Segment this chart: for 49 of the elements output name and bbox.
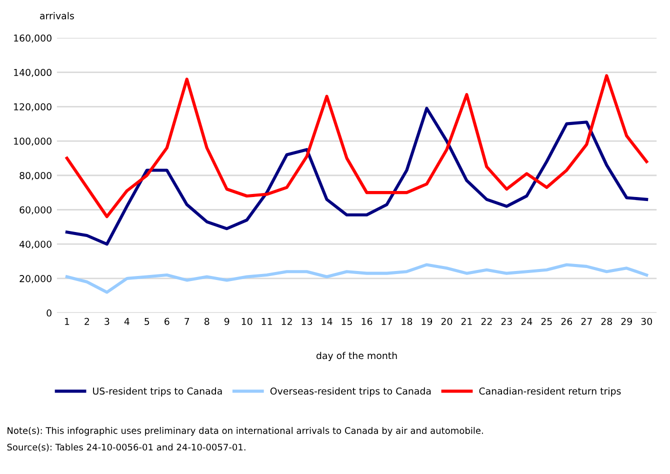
- x-tick-label: 10: [242, 318, 252, 326]
- x-tick-label: 22: [481, 318, 492, 325]
- x-tick-label: 11: [262, 318, 272, 325]
- x-tick-label: 5: [144, 318, 150, 326]
- text: Note(s): This infographic uses preliminary data on international arrivals to Canada by air and automobile.: [8, 426, 483, 436]
- x-tick-label: 18: [402, 318, 412, 326]
- y-tick-label: 120,000: [14, 103, 52, 112]
- x-tick-label: 21: [461, 318, 472, 325]
- y-tick-label: 40,000: [20, 240, 52, 249]
- x-tick-label: 12: [282, 318, 292, 325]
- x-tick-label: 7: [184, 318, 190, 325]
- x-tick-label: 14: [322, 318, 332, 325]
- x-tick-label: 17: [382, 318, 392, 325]
- x-tick-label: 13: [302, 318, 312, 326]
- x-tick-label: 3: [104, 318, 110, 326]
- x-axis-title: day of the month: [316, 352, 397, 361]
- x-tick-label: 29: [621, 318, 632, 326]
- legend-label: Overseas-resident trips to Canada: [270, 387, 431, 396]
- x-tick-label: 4: [124, 318, 130, 325]
- x-tick-label: 15: [342, 318, 352, 326]
- x-tick-label: 30: [641, 318, 652, 326]
- y-tick-label: 60,000: [20, 206, 52, 214]
- x-tick-label: 9: [224, 318, 230, 326]
- y-axis-title: arrivals: [40, 12, 74, 20]
- x-tick-label: 26: [561, 318, 572, 326]
- x-tick-label: 6: [164, 318, 170, 326]
- y-tick-label: 160,000: [14, 34, 52, 43]
- source-note: Source(s): Tables 24-10-0056-01 and 24-10-0057-01.: [7, 444, 246, 452]
- x-tick-label: 25: [541, 318, 552, 326]
- x-tick-label: 27: [581, 318, 592, 325]
- line-series: [65, 74, 648, 218]
- y-tick-label: 100,000: [14, 138, 52, 146]
- x-tick-label: 20: [441, 318, 452, 326]
- legend-label: Canadian-resident return trips: [479, 387, 621, 396]
- x-tick-label: 1: [64, 318, 70, 325]
- x-tick-label: 19: [422, 318, 432, 326]
- y-tick-label: 0: [46, 309, 52, 317]
- y-tick-label: 80,000: [20, 172, 52, 180]
- x-tick-label: 28: [601, 318, 612, 326]
- y-tick-label: 20,000: [20, 275, 52, 284]
- y-tick-label: 140,000: [14, 68, 52, 77]
- legend-label: US-resident trips to Canada: [93, 387, 222, 396]
- line-series: [65, 263, 648, 294]
- x-tick-label: 2: [84, 318, 89, 325]
- x-tick-label: 16: [362, 318, 372, 326]
- line-series: [65, 106, 648, 246]
- x-tick-label: 23: [501, 318, 512, 326]
- x-tick-label: 24: [521, 318, 532, 325]
- x-tick-label: 8: [204, 318, 210, 326]
